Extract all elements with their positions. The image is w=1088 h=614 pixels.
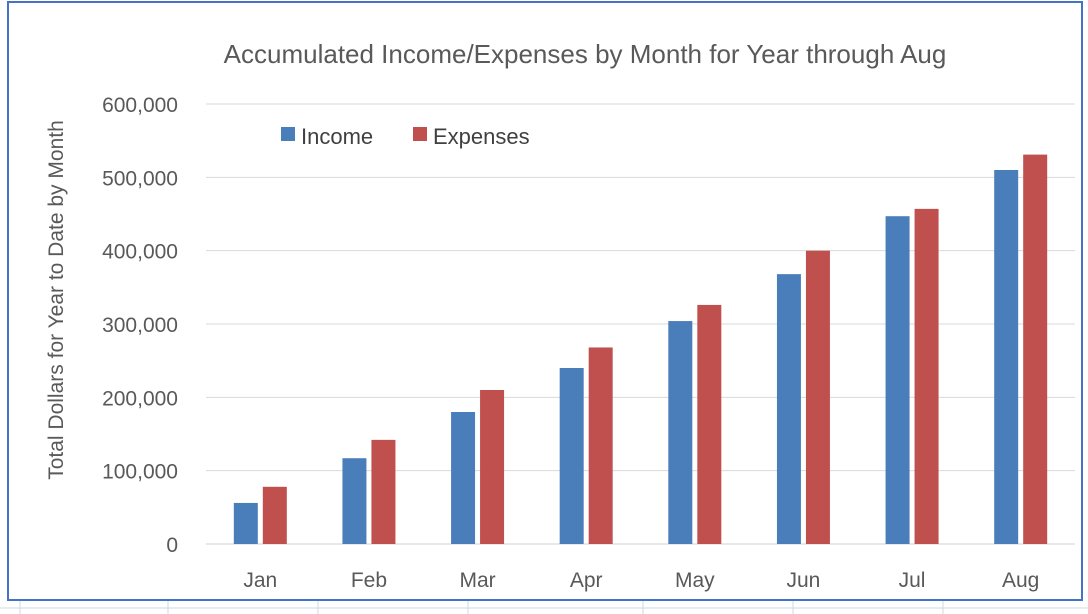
- bar-income-may[interactable]: [668, 321, 693, 544]
- bar-expenses-apr[interactable]: [588, 347, 613, 544]
- y-axis-title: Total Dollars for Year to Date by Month: [45, 120, 68, 480]
- y-tick-label: 200,000: [102, 387, 178, 410]
- bar-expenses-mar[interactable]: [480, 390, 505, 544]
- x-tick-label: May: [675, 569, 715, 592]
- bars: [233, 154, 1048, 544]
- legend-swatch-income: [281, 127, 295, 141]
- bar-income-jan[interactable]: [233, 502, 258, 544]
- y-axis-tick-labels: 0 100,000 200,000 300,000 400,000 500,000 600,…: [102, 94, 178, 557]
- y-tick-label: 500,000: [102, 167, 178, 190]
- x-tick-label: Feb: [351, 569, 387, 592]
- y-tick-label: 100,000: [102, 461, 178, 484]
- x-tick-label: Mar: [459, 569, 495, 592]
- bar-income-feb[interactable]: [342, 458, 367, 544]
- bar-income-apr[interactable]: [559, 368, 584, 544]
- bar-income-aug[interactable]: [994, 170, 1019, 544]
- sheet-gridlines: [0, 600, 1088, 614]
- x-tick-label: Jun: [787, 569, 821, 592]
- bar-expenses-jun[interactable]: [805, 250, 830, 544]
- y-tick-label: 400,000: [102, 241, 178, 264]
- bar-expenses-jul[interactable]: [914, 208, 939, 544]
- x-tick-label: Jul: [899, 569, 926, 592]
- bar-income-jun[interactable]: [776, 274, 801, 544]
- legend-swatch-expenses: [413, 127, 427, 141]
- chart-title: Accumulated Income/Expenses by Month for…: [224, 39, 947, 69]
- legend-label-income: Income: [301, 124, 373, 149]
- bar-expenses-aug[interactable]: [1023, 154, 1048, 544]
- x-axis-tick-labels: Jan Feb Mar Apr May Jun Jul Aug: [243, 569, 1039, 592]
- legend-label-expenses: Expenses: [433, 124, 530, 149]
- bar-expenses-may[interactable]: [697, 304, 722, 544]
- x-tick-label: Apr: [570, 569, 603, 592]
- x-tick-label: Aug: [1002, 569, 1039, 592]
- y-tick-label: 0: [166, 534, 178, 557]
- bar-income-jul[interactable]: [885, 216, 910, 544]
- bar-expenses-feb[interactable]: [371, 439, 396, 544]
- y-tick-label: 300,000: [102, 314, 178, 337]
- x-tick-label: Jan: [243, 569, 277, 592]
- legend[interactable]: Income Expenses: [281, 124, 530, 149]
- bar-expenses-jan[interactable]: [262, 486, 287, 544]
- y-tick-label: 600,000: [102, 94, 178, 117]
- bar-income-mar[interactable]: [451, 412, 476, 544]
